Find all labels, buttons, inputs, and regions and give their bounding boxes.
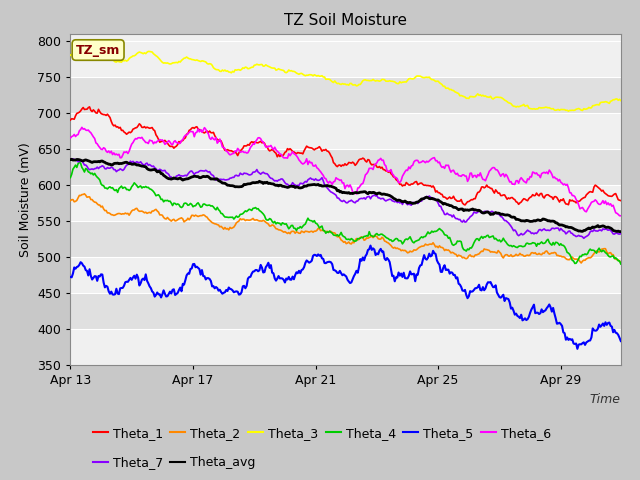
Bar	[70, 149, 621, 185]
Bar	[70, 221, 621, 257]
Text: TZ_sm: TZ_sm	[76, 44, 120, 57]
Legend: Theta_7, Theta_avg: Theta_7, Theta_avg	[88, 452, 260, 474]
Bar	[70, 185, 621, 221]
Bar	[70, 113, 621, 149]
Bar	[70, 329, 621, 365]
Bar	[70, 257, 621, 293]
Bar	[70, 293, 621, 329]
Title: TZ Soil Moisture: TZ Soil Moisture	[284, 13, 407, 28]
Bar	[70, 77, 621, 113]
Y-axis label: Soil Moisture (mV): Soil Moisture (mV)	[19, 142, 32, 257]
Bar	[70, 41, 621, 77]
Text: Time: Time	[590, 393, 621, 406]
